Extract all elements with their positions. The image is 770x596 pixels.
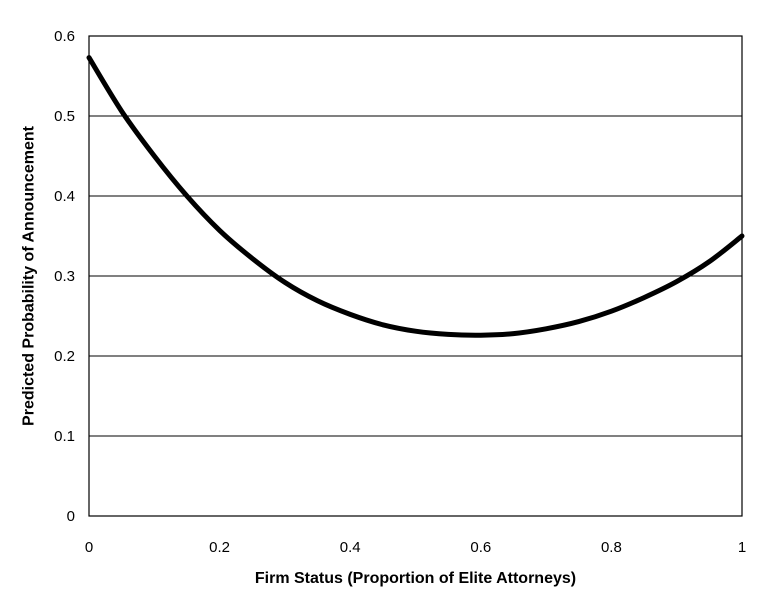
x-tick-label: 0.8 <box>601 539 622 556</box>
x-tick-label: 0.4 <box>340 539 361 556</box>
y-tick-label: 0.5 <box>54 108 75 125</box>
series-group <box>86 55 745 338</box>
y-tick-labels: 0 0.1 0.2 0.3 0.4 0.5 0.6 <box>54 28 75 525</box>
y-tick-label: 0.4 <box>54 188 75 205</box>
y-tick-label: 0.1 <box>54 428 75 445</box>
x-axis-title: Firm Status (Proportion of Elite Attorne… <box>255 570 576 587</box>
x-tick-label: 1 <box>738 539 746 556</box>
y-tick-label: 0.3 <box>54 268 75 285</box>
x-tick-label: 0.2 <box>209 539 230 556</box>
y-tick-label: 0.6 <box>54 28 75 45</box>
plot-area-frame <box>88 35 743 517</box>
y-tick-label: 0.2 <box>54 348 75 365</box>
x-tick-label: 0.6 <box>470 539 491 556</box>
gridlines <box>89 115 742 437</box>
x-tick-label: 0 <box>85 539 93 556</box>
series-line-0 <box>86 55 745 338</box>
y-tick-label: 0 <box>67 508 75 525</box>
x-tick-labels: 0 0.2 0.4 0.6 0.8 1 <box>85 539 746 556</box>
y-axis-title: Predicted Probability of Announcement <box>21 125 38 426</box>
